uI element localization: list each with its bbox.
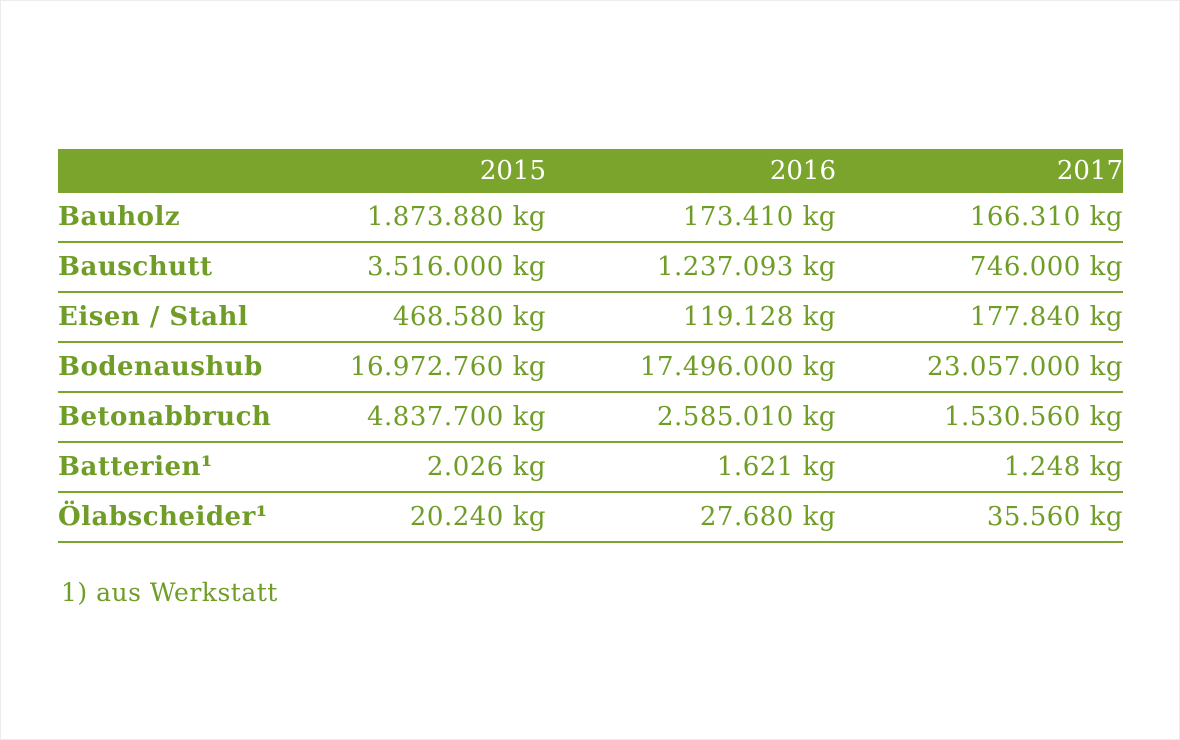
cell-value: 119.128 kg: [546, 292, 836, 343]
cell-value: 746.000 kg: [836, 242, 1123, 293]
cell-value: 1.248 kg: [836, 442, 1123, 493]
cell-value: 166.310 kg: [836, 193, 1123, 243]
cell-value: 20.240 kg: [308, 492, 546, 543]
cell-value: 17.496.000 kg: [546, 342, 836, 393]
row-label: Eisen / Stahl: [58, 292, 308, 343]
cell-value: 2.585.010 kg: [546, 392, 836, 443]
table-row: Ölabscheider¹ 20.240 kg 27.680 kg 35.560…: [58, 492, 1123, 543]
row-label: Batterien¹: [58, 442, 308, 493]
cell-value: 4.837.700 kg: [308, 392, 546, 443]
cell-value: 1.873.880 kg: [308, 193, 546, 243]
table-row: Bauholz 1.873.880 kg 173.410 kg 166.310 …: [58, 193, 1123, 243]
row-label: Bauholz: [58, 193, 308, 243]
table-row: Bauschutt 3.516.000 kg 1.237.093 kg 746.…: [58, 242, 1123, 293]
cell-value: 35.560 kg: [836, 492, 1123, 543]
header-row: 2015 2016 2017: [58, 149, 1123, 193]
table-row: Bodenaushub 16.972.760 kg 17.496.000 kg …: [58, 342, 1123, 393]
cell-value: 3.516.000 kg: [308, 242, 546, 293]
row-label: Betonabbruch: [58, 392, 308, 443]
cell-value: 27.680 kg: [546, 492, 836, 543]
header-year-2015: 2015: [308, 149, 546, 193]
waste-quantities-table: 2015 2016 2017 Bauholz 1.873.880 kg 173.…: [58, 149, 1123, 543]
cell-value: 16.972.760 kg: [308, 342, 546, 393]
table-row: Eisen / Stahl 468.580 kg 119.128 kg 177.…: [58, 292, 1123, 343]
row-label: Bodenaushub: [58, 342, 308, 393]
footnote: 1) aus Werkstatt: [61, 578, 278, 607]
header-empty: [58, 149, 308, 193]
row-label: Bauschutt: [58, 242, 308, 293]
cell-value: 468.580 kg: [308, 292, 546, 343]
table-header: 2015 2016 2017: [58, 149, 1123, 193]
cell-value: 1.530.560 kg: [836, 392, 1123, 443]
cell-value: 2.026 kg: [308, 442, 546, 493]
table-row: Betonabbruch 4.837.700 kg 2.585.010 kg 1…: [58, 392, 1123, 443]
table-row: Batterien¹ 2.026 kg 1.621 kg 1.248 kg: [58, 442, 1123, 493]
header-year-2017: 2017: [836, 149, 1123, 193]
cell-value: 23.057.000 kg: [836, 342, 1123, 393]
cell-value: 1.237.093 kg: [546, 242, 836, 293]
cell-value: 1.621 kg: [546, 442, 836, 493]
cell-value: 173.410 kg: [546, 193, 836, 243]
table-body: Bauholz 1.873.880 kg 173.410 kg 166.310 …: [58, 193, 1123, 543]
cell-value: 177.840 kg: [836, 292, 1123, 343]
row-label: Ölabscheider¹: [58, 492, 308, 543]
header-year-2016: 2016: [546, 149, 836, 193]
